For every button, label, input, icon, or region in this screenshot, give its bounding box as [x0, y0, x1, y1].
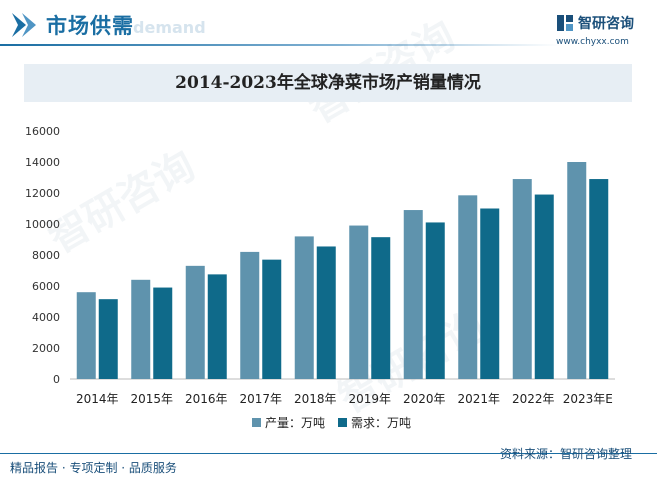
bar-demand: [371, 237, 391, 379]
section-header: d demand 市场供需 智研咨询 www.chyxx.com: [0, 0, 657, 50]
y-tick-label: 2000: [32, 342, 60, 355]
y-tick-label: 0: [53, 373, 60, 386]
x-tick-label: 2014年: [76, 392, 119, 406]
x-tick-label: 2015年: [130, 392, 173, 406]
x-tick-label: 2022年: [512, 392, 555, 406]
header-divider: [0, 44, 560, 46]
bar-demand: [153, 287, 173, 379]
chart-title: 2014-2023年全球净菜市场产销量情况: [175, 73, 481, 93]
y-tick-label: 6000: [32, 280, 60, 293]
bar-production: [185, 265, 205, 379]
chart-title-bar: 2014-2023年全球净菜市场产销量情况: [24, 64, 632, 102]
bar-demand: [262, 259, 282, 379]
bar-chart: 0 2000 4000 6000 8000 10000 12000 14000 16000 201…: [25, 125, 615, 430]
x-tick-label: 2017年: [239, 392, 282, 406]
y-tick-label: 8000: [32, 249, 60, 262]
bar-production: [240, 251, 260, 379]
bar-demand: [534, 194, 554, 379]
y-tick-label: 12000: [25, 187, 60, 200]
bar-demand: [589, 179, 609, 379]
bar-demand: [425, 222, 445, 379]
legend-swatch-demand: [338, 418, 347, 427]
x-tick-label: 2018年: [294, 392, 337, 406]
bar-production: [76, 292, 96, 379]
x-tick-label: 2021年: [457, 392, 500, 406]
bar-demand: [207, 274, 227, 379]
x-tick-label: 2020年: [403, 392, 446, 406]
legend-swatch-production: [252, 418, 261, 427]
chevron-icon: [12, 13, 36, 37]
brand-url: www.chyxx.com: [556, 37, 629, 47]
data-source: 资料来源：智研咨询整理: [500, 447, 633, 461]
bar-production: [403, 210, 423, 379]
y-tick-label: 16000: [25, 125, 60, 138]
section-title: 市场供需: [46, 14, 134, 38]
bar-demand: [98, 299, 118, 379]
x-tick-label: 2019年: [348, 392, 391, 406]
legend-label: 需求：万吨: [351, 416, 411, 430]
legend-label: 产量：万吨: [265, 416, 325, 430]
bar-production: [512, 179, 532, 379]
bar-production: [294, 236, 314, 379]
y-tick-label: 10000: [25, 218, 60, 231]
y-tick-label: 4000: [32, 311, 60, 324]
bar-production: [567, 162, 587, 379]
footer-divider: [0, 453, 657, 454]
bar-demand: [316, 246, 336, 379]
header-ghost-text: d demand: [116, 18, 206, 37]
x-tick-label: 2016年: [185, 392, 228, 406]
brand-name: 智研咨询: [578, 16, 634, 32]
bar-production: [458, 195, 478, 379]
bar-production: [131, 279, 151, 379]
brand-logo-icon: [557, 15, 573, 31]
x-tick-label: 2023年E: [563, 392, 613, 406]
footer-tagline: 精品报告 · 专项定制 · 品质服务: [10, 461, 177, 475]
bar-demand: [480, 208, 500, 379]
bar-production: [349, 225, 369, 379]
y-tick-label: 14000: [25, 156, 60, 169]
